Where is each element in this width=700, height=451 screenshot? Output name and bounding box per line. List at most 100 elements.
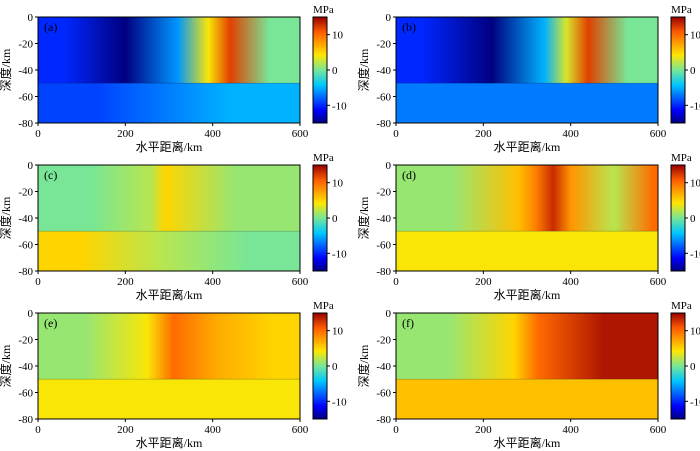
y-tick-label: -40: [18, 213, 33, 225]
y-axis-title: 深度/km: [356, 344, 371, 387]
heatmap-upper-layer: [38, 313, 300, 380]
heatmap-lower-layer: [396, 83, 658, 123]
colorbar-unit-label: MPa: [313, 152, 334, 164]
colorbar: [670, 312, 686, 420]
x-tick-label: 200: [117, 276, 134, 288]
panel-d: 0-20-40-60-800 200 400 600水平距离/km深度/km(d)10…: [356, 152, 700, 302]
colorbar-tick-label: 10: [690, 178, 700, 190]
heatmap-lower-layer: [396, 379, 658, 419]
y-axis-title: 深度/km: [356, 48, 371, 91]
panel-c: 0-20-40-60-800 200 400 600水平距离/km深度/km(c)10…: [0, 152, 347, 302]
x-tick-label: 200: [475, 424, 492, 436]
x-tick-label: 400: [562, 128, 579, 140]
y-tick-label: 0: [28, 12, 34, 24]
y-tick-label: -60: [376, 240, 391, 252]
x-tick-label: 600: [292, 128, 309, 140]
colorbar-tick-label: 0: [690, 65, 696, 77]
heatmap-upper-layer: [396, 313, 658, 380]
y-tick-label: 0: [28, 308, 34, 320]
colorbar-tick-label: 0: [332, 65, 338, 77]
colorbar-tick-label: -10: [332, 100, 347, 112]
y-tick-label: 0: [28, 160, 34, 172]
x-tick-label: 400: [562, 424, 579, 436]
y-tick-label: -20: [18, 187, 33, 199]
x-tick-label: 200: [117, 424, 134, 436]
x-axis-title: 水平距离/km: [136, 139, 203, 154]
heatmap-lower-layer: [38, 231, 300, 271]
x-tick-label: 600: [650, 276, 667, 288]
y-tick-label: -20: [376, 39, 391, 51]
y-axis-title: 深度/km: [0, 344, 13, 387]
y-tick-label: -20: [18, 39, 33, 51]
y-tick-label: -40: [376, 65, 391, 77]
x-tick-label: 0: [35, 128, 41, 140]
panel-label: (e): [44, 316, 57, 330]
colorbar-tick-label: 0: [332, 213, 338, 225]
y-tick-label: -60: [376, 92, 391, 104]
y-tick-label: 0: [386, 160, 392, 172]
colorbar-tick-label: 10: [332, 326, 344, 338]
x-tick-label: 400: [562, 276, 579, 288]
x-axis-title: 水平距离/km: [136, 435, 203, 450]
colorbar-unit-label: MPa: [313, 300, 334, 312]
x-tick-label: 0: [35, 276, 41, 288]
y-tick-label: -20: [18, 335, 33, 347]
x-tick-label: 600: [292, 424, 309, 436]
x-tick-label: 0: [393, 424, 399, 436]
heatmap-upper-layer: [38, 165, 300, 232]
y-tick-label: -40: [18, 65, 33, 77]
y-tick-label: -20: [376, 335, 391, 347]
colorbar-tick-label: 10: [690, 30, 700, 42]
colorbar-tick-label: -10: [690, 100, 700, 112]
heatmap-upper-layer: [396, 165, 658, 232]
panel-label: (c): [44, 168, 57, 182]
colorbar-tick-label: 10: [332, 30, 344, 42]
x-axis-title: 水平距离/km: [494, 287, 561, 302]
colorbar: [670, 164, 686, 272]
x-tick-label: 600: [650, 128, 667, 140]
colorbar-tick-label: 0: [690, 213, 696, 225]
panel-f: 0-20-40-60-800 200 400 600水平距离/km深度/km(f)10…: [356, 300, 700, 450]
x-tick-label: 400: [204, 128, 221, 140]
colorbar-unit-label: MPa: [671, 4, 692, 16]
y-tick-label: -40: [376, 213, 391, 225]
y-axis-title: 深度/km: [0, 48, 13, 91]
x-tick-label: 200: [475, 128, 492, 140]
y-tick-label: -60: [18, 388, 33, 400]
y-tick-label: -80: [376, 266, 391, 278]
heatmap-upper-layer: [396, 17, 658, 84]
heatmap-lower-layer: [38, 379, 300, 419]
heatmap-lower-layer: [38, 83, 300, 123]
y-tick-label: -60: [376, 388, 391, 400]
y-tick-label: -80: [18, 414, 33, 426]
y-tick-label: -40: [18, 361, 33, 373]
y-tick-label: -20: [376, 187, 391, 199]
colorbar-tick-label: 10: [690, 326, 700, 338]
colorbar-unit-label: MPa: [671, 300, 692, 312]
y-axis-title: 深度/km: [0, 196, 13, 239]
panel-e: 0-20-40-60-800 200 400 600水平距离/km深度/km(e)10…: [0, 300, 347, 450]
y-tick-label: -40: [376, 361, 391, 373]
y-tick-label: 0: [386, 12, 392, 24]
colorbar-tick-label: -10: [332, 248, 347, 260]
x-axis-title: 水平距离/km: [494, 139, 561, 154]
x-tick-label: 600: [650, 424, 667, 436]
panel-b: 0-20-40-60-800 200 400 600水平距离/km深度/km(b)10…: [356, 4, 700, 154]
colorbar: [312, 312, 328, 420]
heatmap-lower-layer: [396, 231, 658, 271]
x-tick-label: 200: [117, 128, 134, 140]
colorbar-tick-label: 0: [332, 361, 338, 373]
y-axis-title: 深度/km: [356, 196, 371, 239]
x-axis-title: 水平距离/km: [136, 287, 203, 302]
colorbar-tick-label: 0: [690, 361, 696, 373]
y-tick-label: -60: [18, 92, 33, 104]
y-tick-label: -80: [18, 266, 33, 278]
x-tick-label: 0: [393, 128, 399, 140]
y-tick-label: -80: [18, 118, 33, 130]
heatmap-upper-layer: [38, 17, 300, 84]
x-tick-label: 600: [292, 276, 309, 288]
x-tick-label: 0: [393, 276, 399, 288]
panel-label: (d): [402, 168, 416, 182]
y-tick-label: -80: [376, 118, 391, 130]
